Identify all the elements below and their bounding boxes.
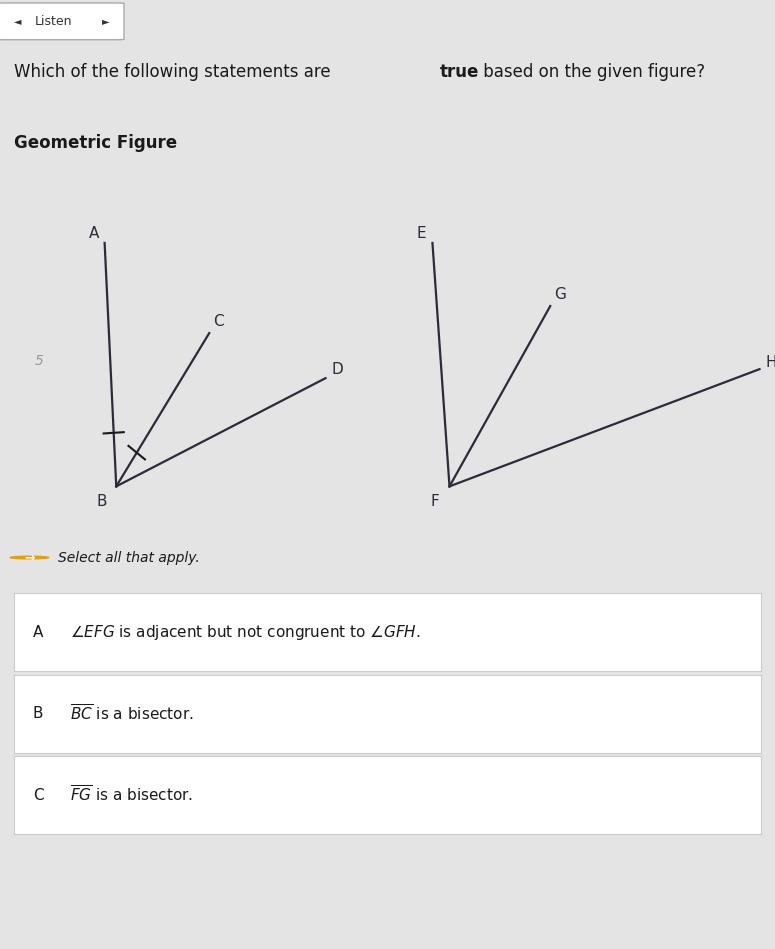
Text: E: E [417, 227, 426, 241]
Text: F: F [430, 494, 439, 510]
Text: B: B [97, 494, 108, 510]
Text: $\overline{BC}$ is a bisector.: $\overline{BC}$ is a bisector. [70, 703, 194, 724]
Text: D: D [332, 362, 343, 377]
Text: based on the given figure?: based on the given figure? [478, 63, 705, 81]
Text: Geometric Figure: Geometric Figure [14, 135, 177, 152]
Text: ◄: ◄ [14, 16, 22, 27]
Text: A: A [33, 624, 43, 640]
Text: 5: 5 [35, 354, 43, 367]
FancyBboxPatch shape [0, 3, 124, 40]
Text: H: H [766, 355, 775, 370]
Text: A: A [89, 227, 99, 241]
Text: C: C [213, 314, 224, 329]
Text: Which of the following statements are: Which of the following statements are [14, 63, 336, 81]
Text: $\angle EFG$ is adjacent but not congruent to $\angle GFH$.: $\angle EFG$ is adjacent but not congrue… [70, 623, 421, 642]
Text: G: G [554, 287, 566, 302]
Text: $\overline{FG}$ is a bisector.: $\overline{FG}$ is a bisector. [70, 785, 193, 806]
Text: Select all that apply.: Select all that apply. [58, 550, 200, 565]
Text: C: C [33, 788, 43, 803]
Text: →: → [24, 551, 35, 564]
Circle shape [10, 556, 49, 559]
Text: ►: ► [102, 16, 110, 27]
Text: true: true [439, 63, 479, 81]
Text: Listen: Listen [35, 15, 72, 28]
Text: B: B [33, 706, 43, 721]
